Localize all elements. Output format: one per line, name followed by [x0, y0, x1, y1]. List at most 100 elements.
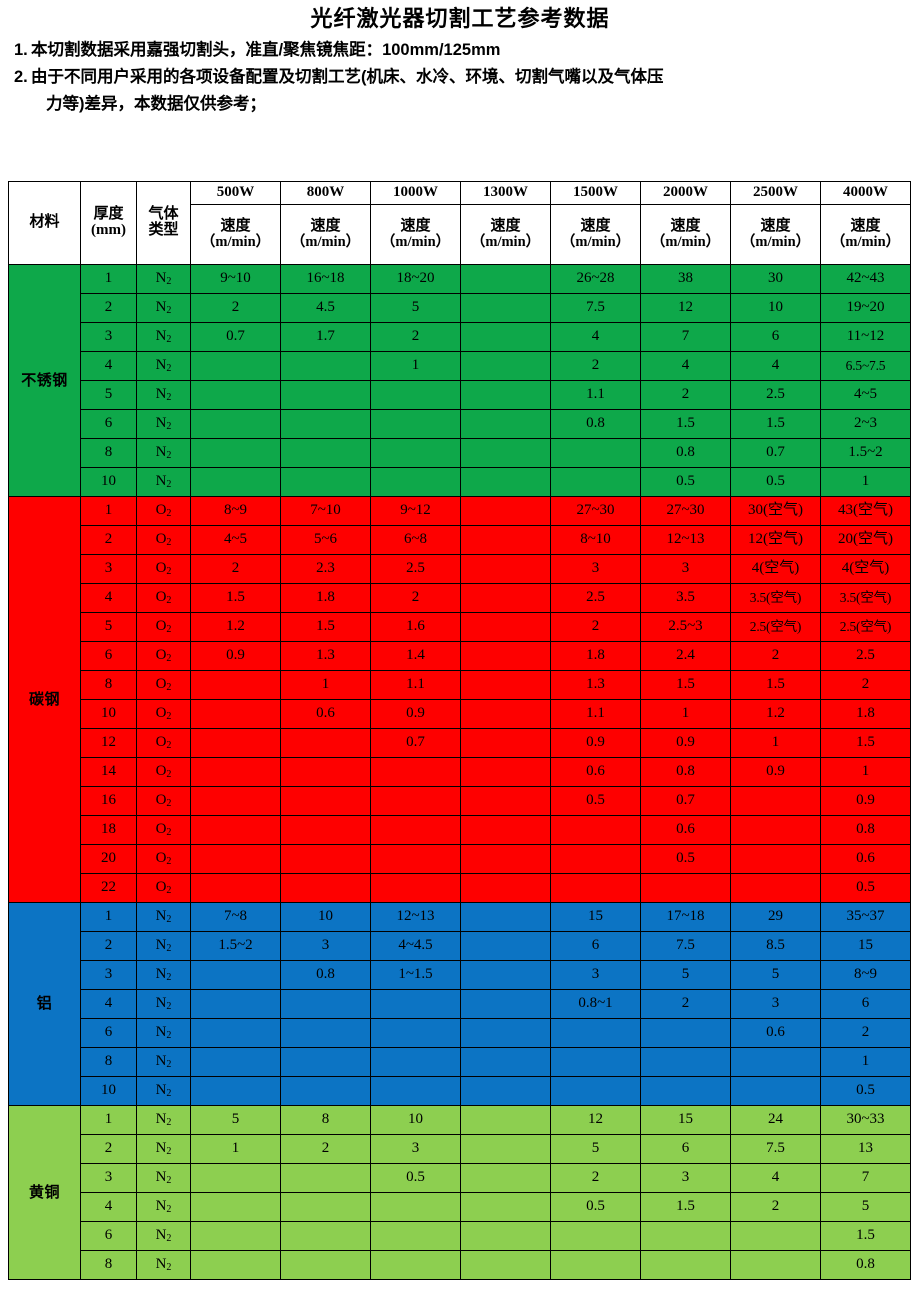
- table-row: 不锈钢 1 N2 9~10 16~18 18~20 26~28 38 30 42~43: [8, 264, 911, 497]
- speed-value-cell: [730, 1250, 821, 1280]
- gas-symbol: O: [155, 559, 167, 576]
- header-power-2500w: 2500W: [730, 181, 821, 205]
- speed-value-cell: [280, 409, 371, 439]
- speed-value-cell: [640, 1047, 731, 1077]
- speed-value-cell: [550, 1018, 641, 1048]
- header-gas: 气体 类型: [136, 181, 191, 265]
- speed-value-cell: 18~20: [370, 264, 461, 294]
- speed-value-cell: 2: [820, 1018, 911, 1048]
- thickness-cell: 3: [80, 554, 137, 584]
- speed-value-cell: [640, 1250, 731, 1280]
- speed-value-cell: 24: [730, 1105, 821, 1135]
- thickness-cell: 18: [80, 815, 137, 845]
- gas-subscript: 2: [166, 855, 172, 867]
- speed-value-cell: 6: [820, 989, 911, 1019]
- note-number: 2.: [14, 67, 28, 86]
- speed-value-cell: [730, 1221, 821, 1251]
- speed-value-cell: 0.8: [550, 409, 641, 439]
- gas-symbol: N: [155, 1081, 167, 1098]
- gas-type-cell: N2: [136, 931, 191, 961]
- speed-value-cell: 0.9: [640, 728, 731, 758]
- speed-value-cell: 8: [280, 1105, 371, 1135]
- speed-value-cell: [460, 1076, 551, 1106]
- speed-value-cell: 0.9: [550, 728, 641, 758]
- speed-value-cell: 4(空气): [730, 554, 821, 584]
- gas-subscript: 2: [166, 536, 172, 548]
- speed-value-cell: [190, 960, 281, 990]
- speed-value-cell: [460, 960, 551, 990]
- gas-symbol: N: [155, 269, 167, 286]
- speed-value-cell: 8.5: [730, 931, 821, 961]
- gas-type-cell: N2: [136, 438, 191, 468]
- gas-type-cell: N2: [136, 960, 191, 990]
- speed-value-cell: [280, 728, 371, 758]
- speed-value-cell: [730, 786, 821, 816]
- speed-value-cell: [460, 1047, 551, 1077]
- table-row: 5 O2 1.2 1.5 1.6 2 2.5~3 2.5(空气) 2.5(空气): [9, 612, 911, 642]
- gas-subscript: 2: [166, 362, 172, 374]
- gas-subscript: 2: [166, 681, 172, 693]
- speed-value-cell: [550, 1221, 641, 1251]
- speed-value-cell: 1.6: [370, 612, 461, 642]
- speed-value-cell: [280, 351, 371, 381]
- gas-symbol: O: [155, 733, 167, 750]
- thickness-cell: 5: [80, 380, 137, 410]
- speed-value-cell: 0.7: [190, 322, 281, 352]
- thickness-cell: 4: [80, 1192, 137, 1222]
- table-row: 4 N2 0.8~1 2 3 6: [9, 989, 911, 1019]
- speed-value-cell: 8~9: [820, 960, 911, 990]
- gas-symbol: O: [155, 878, 167, 895]
- table-row: 8 N2 0.8 0.7 1.5~2: [9, 438, 911, 468]
- gas-type-cell: O2: [136, 525, 191, 555]
- speed-label: 速度: [760, 218, 791, 235]
- speed-value-cell: 2.5(空气): [820, 612, 911, 642]
- thickness-cell: 8: [80, 1047, 137, 1077]
- speed-value-cell: 0.5: [730, 467, 821, 497]
- speed-value-cell: 2: [190, 293, 281, 323]
- page-title: 光纤激光器切割工艺参考数据: [310, 6, 610, 31]
- speed-value-cell: 1: [730, 728, 821, 758]
- speed-value-cell: 1.5: [640, 670, 731, 700]
- speed-value-cell: 43(空气): [820, 496, 911, 526]
- speed-value-cell: [460, 612, 551, 642]
- gas-subscript: 2: [166, 333, 172, 345]
- header-thickness: 厚度 (mm): [80, 181, 137, 265]
- speed-value-cell: 1.5: [640, 409, 731, 439]
- speed-value-cell: [190, 1192, 281, 1222]
- gas-subscript: 2: [166, 1261, 172, 1273]
- speed-value-cell: [460, 699, 551, 729]
- gas-symbol: O: [155, 820, 167, 837]
- table-row: 12 O2 0.7 0.9 0.9 1 1.5: [9, 728, 911, 758]
- speed-value-cell: [460, 931, 551, 961]
- speed-value-cell: [190, 438, 281, 468]
- table-row: 3 N2 0.7 1.7 2 4 7 6 11~12: [9, 322, 911, 352]
- speed-value-cell: [460, 438, 551, 468]
- speed-value-cell: 12: [640, 293, 731, 323]
- speed-value-cell: 0.5: [820, 1076, 911, 1106]
- speed-value-cell: [460, 351, 551, 381]
- speed-unit: （m/min）: [290, 233, 361, 250]
- gas-type-cell: N2: [136, 989, 191, 1019]
- speed-value-cell: [460, 583, 551, 613]
- gas-symbol: N: [155, 1255, 167, 1272]
- speed-value-cell: 35~37: [820, 902, 911, 932]
- gas-subscript: 2: [166, 478, 172, 490]
- thickness-cell: 8: [80, 1250, 137, 1280]
- speed-value-cell: [190, 1076, 281, 1106]
- speed-value-cell: [280, 380, 371, 410]
- speed-value-cell: 1.1: [550, 380, 641, 410]
- speed-value-cell: 12(空气): [730, 525, 821, 555]
- speed-value-cell: [280, 1192, 371, 1222]
- gas-type-cell: O2: [136, 757, 191, 787]
- gas-symbol: N: [155, 1168, 167, 1185]
- gas-subscript: 2: [166, 1203, 172, 1215]
- note-number: 1.: [14, 41, 28, 60]
- gas-type-cell: N2: [136, 409, 191, 439]
- speed-label: 速度: [310, 218, 341, 235]
- speed-value-cell: 1: [370, 351, 461, 381]
- speed-value-cell: 1.7: [280, 322, 371, 352]
- note-item-2: 2. 由于不同用户采用的各项设备配置及切割工艺(机床、水冷、环境、切割气嘴以及气体…: [14, 64, 908, 117]
- gas-type-cell: O2: [136, 844, 191, 874]
- gas-symbol: N: [155, 327, 167, 344]
